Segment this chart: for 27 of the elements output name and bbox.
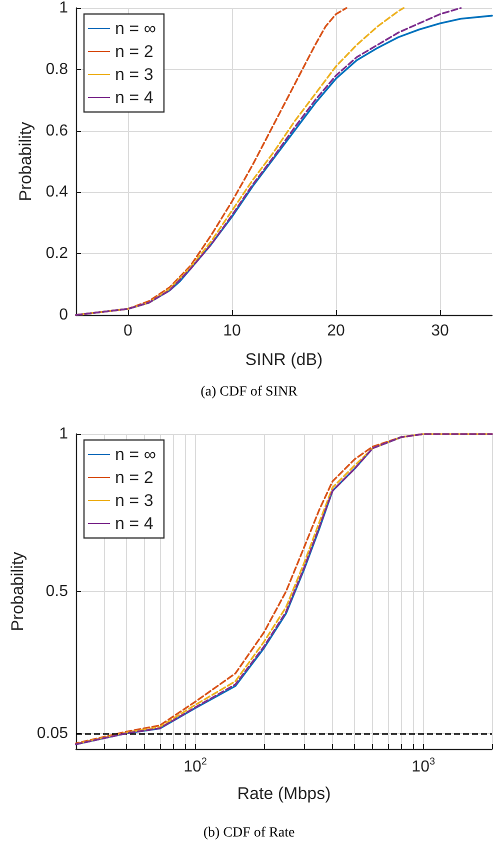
- x-axis-title: SINR (dB): [245, 350, 323, 369]
- x-tick-label: 30: [431, 322, 449, 340]
- text: (b) CDF of Rate: [203, 826, 295, 840]
- y-axis-title: Probability: [8, 551, 27, 632]
- legend-label: n = 4: [115, 514, 154, 533]
- text: (a) CDF of SINR: [200, 384, 298, 400]
- y-tick-label: 0.5: [46, 583, 68, 600]
- x-axis-title: Rate (Mbps): [237, 784, 331, 803]
- x-tick-label: 20: [327, 322, 345, 340]
- legend-label: n = 4: [115, 88, 154, 107]
- y-tick-label: 1: [59, 426, 68, 442]
- y-tick-label: 0.6: [46, 122, 68, 140]
- y-tick-label: 0: [59, 306, 68, 324]
- legend-label: n = ∞: [115, 445, 156, 464]
- y-tick-label: 0.8: [46, 60, 68, 78]
- y-axis-title: Probability: [16, 121, 35, 202]
- legend-label: n = 2: [115, 468, 154, 487]
- legend-label: n = 2: [115, 42, 154, 61]
- y-tick-label: 0.2: [46, 245, 68, 262]
- legend-label: n = ∞: [115, 19, 156, 38]
- y-tick-label: 0.05: [36, 724, 68, 742]
- legend-label: n = 3: [115, 65, 154, 84]
- x-tick-label: 0: [124, 322, 133, 340]
- y-tick-label: 0.4: [46, 184, 68, 201]
- legend-label: n = 3: [115, 491, 154, 510]
- y-tick-label: 1: [59, 0, 68, 16]
- x-tick-label: 10: [223, 322, 241, 340]
